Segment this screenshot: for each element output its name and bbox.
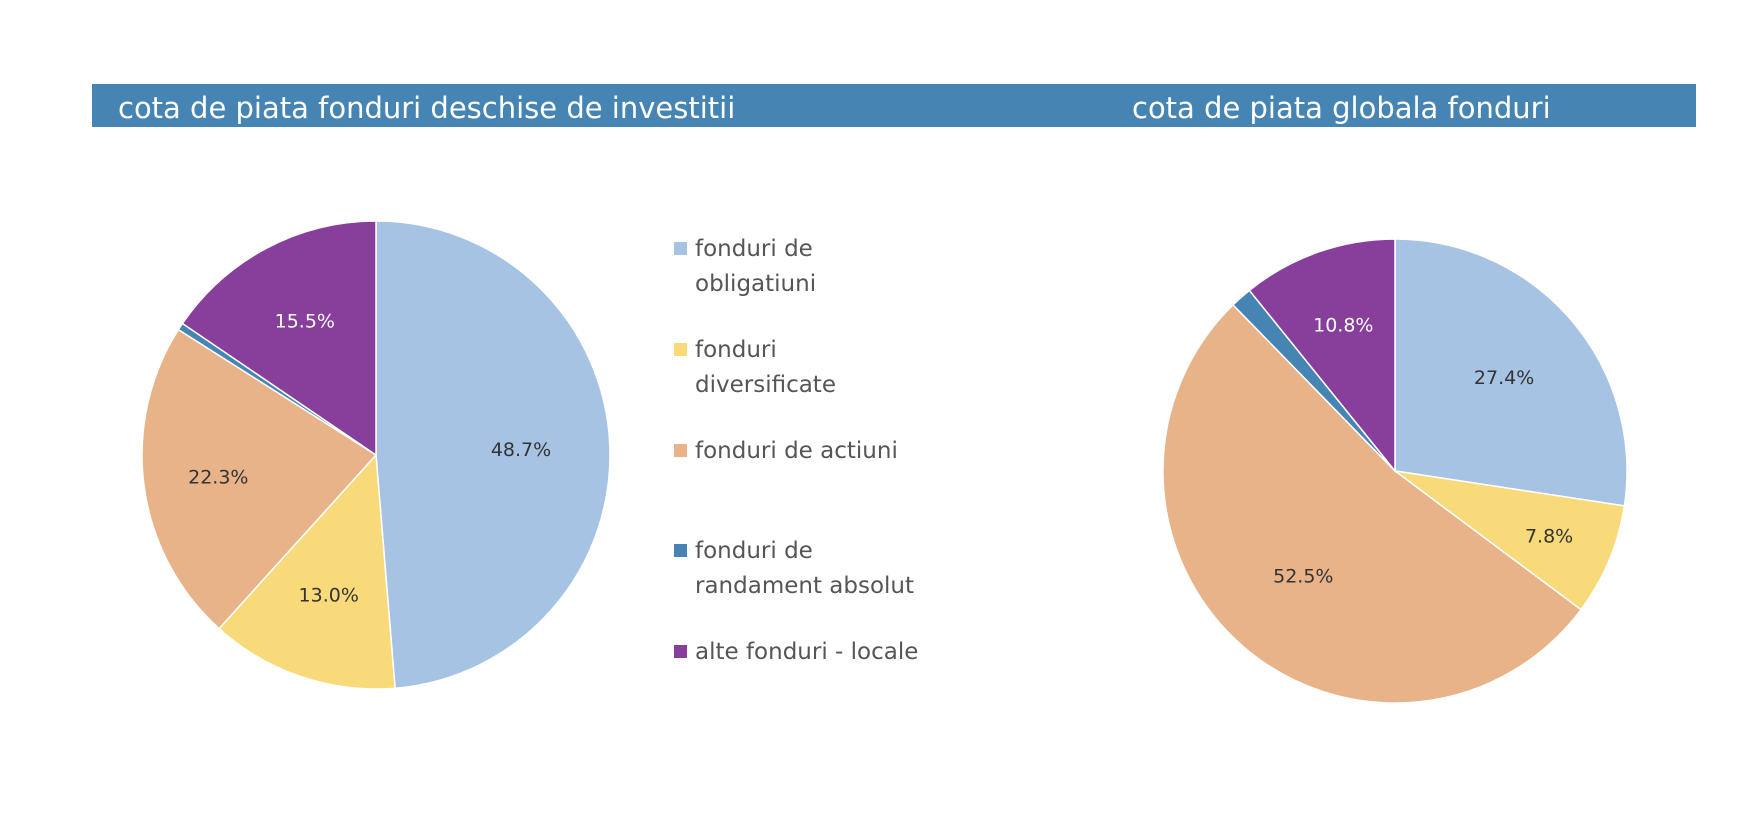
- legend-swatch: [674, 544, 687, 557]
- data-label-fonduri-de-actiuni: 52.5%: [1273, 566, 1333, 588]
- pie-slice-fonduri-diversificate: [218, 453, 396, 690]
- data-label-fonduri-diversificate: 13.0%: [299, 585, 359, 607]
- data-label-fonduri-de-obligatiuni: 48.7%: [491, 439, 551, 461]
- data-label-alte-fonduri-locale: 10.8%: [1313, 314, 1373, 336]
- chart-title-right: cota de piata globala fonduri: [1132, 91, 1551, 125]
- legend-swatch: [674, 645, 687, 658]
- pie-slice-fonduri-diversificate: [1394, 470, 1626, 611]
- legend-label: randament absolut: [695, 573, 914, 599]
- legend-label: fonduri de actiuni: [695, 438, 898, 464]
- data-label-fonduri-de-actiuni: 22.3%: [188, 466, 248, 488]
- legend-label: alte fonduri - locale: [695, 639, 918, 665]
- legend-label: fonduri de: [695, 236, 813, 262]
- pie-slice-fonduri-de-actiuni: [141, 328, 378, 630]
- legend-item-fonduri-de-actiuni: fonduri de actiuni: [674, 438, 898, 464]
- data-label-alte-fonduri-locale: 15.5%: [275, 311, 335, 333]
- pie-slice-alte-fonduri-locale: [181, 220, 377, 457]
- legend-label: fonduri de: [695, 538, 813, 564]
- pie-chart-open-funds: 48.7% 13.0% 22.3% 15.5%: [141, 220, 611, 690]
- legend-item-fonduri-diversificate: fonduri diversificate: [674, 337, 836, 398]
- legend-item-fonduri-de-obligatiuni: fonduri de obligatiuni: [674, 236, 816, 297]
- data-label-fonduri-diversificate: 7.8%: [1525, 525, 1573, 547]
- pie-slice-fonduri-de-obligatiuni: [1394, 238, 1628, 507]
- pie-slice-alte-fonduri-locale: [1248, 238, 1396, 474]
- pie-slice-fonduri-de-obligatiuni: [375, 220, 611, 690]
- data-label-fonduri-de-obligatiuni: 27.4%: [1474, 367, 1534, 389]
- pie-slice-fonduri-de-actiuni: [1162, 303, 1583, 704]
- legend: fonduri de obligatiuni fonduri diversificat…: [674, 236, 918, 665]
- legend-item-fonduri-de-randament-absolut: fonduri de randament absolut: [674, 538, 914, 599]
- legend-swatch: [674, 343, 687, 356]
- header-bar: [92, 84, 1696, 127]
- legend-label: fonduri: [695, 337, 777, 363]
- legend-label: diversificate: [695, 372, 836, 398]
- chart-title-left: cota de piata fonduri deschise de invest…: [118, 91, 735, 125]
- pie-chart-global-funds: 27.4% 7.8% 52.5% 10.8%: [1162, 238, 1628, 704]
- legend-swatch: [674, 242, 687, 255]
- legend-label: obligatiuni: [695, 271, 816, 297]
- legend-item-alte-fonduri-locale: alte fonduri - locale: [674, 639, 918, 665]
- legend-swatch: [674, 444, 687, 457]
